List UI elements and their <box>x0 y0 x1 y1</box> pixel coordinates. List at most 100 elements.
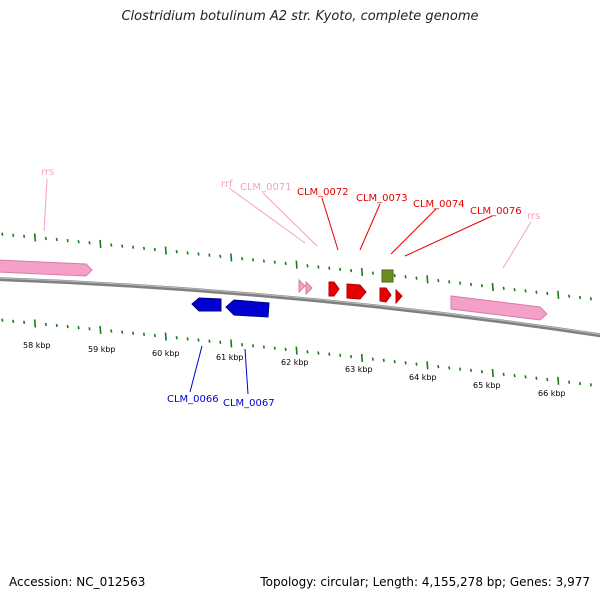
rrf-label: rrf <box>221 179 233 190</box>
scale-label-66: 66 kbp <box>538 389 566 398</box>
outer-tick <box>426 275 429 284</box>
inner-tick <box>360 353 364 362</box>
clm-0076-feature[interactable] <box>395 288 403 305</box>
feature-labels: rrs rrf CLM_0071 CLM_0072 CLM_0073 CLM_0… <box>41 167 540 409</box>
outer-tick <box>273 260 276 264</box>
clm-0074-leader <box>390 208 437 255</box>
inner-tick <box>415 362 418 366</box>
outer-tick <box>568 294 571 298</box>
inner-tick <box>284 347 287 352</box>
inner-tick <box>469 368 473 373</box>
clm-0066-label: CLM_0066 <box>167 394 219 405</box>
feature-shapes <box>0 259 548 321</box>
clm-0072-leader <box>321 197 339 251</box>
rrf-feature[interactable] <box>298 278 306 294</box>
inner-tick <box>317 351 320 355</box>
inner-tick <box>110 329 113 333</box>
inner-tick <box>491 368 494 378</box>
inner-tick <box>404 361 407 365</box>
inner-tick <box>230 339 233 348</box>
outer-tick <box>469 282 473 287</box>
outer-tick <box>546 291 549 296</box>
inner-tick <box>557 376 560 385</box>
rrs-right-label: rrs <box>527 211 540 222</box>
inner-tick <box>77 326 80 330</box>
outer-tick <box>284 261 287 266</box>
outer-tick <box>502 286 505 290</box>
outer-tick-track <box>1 232 592 301</box>
outer-tick <box>197 252 200 256</box>
outer-tick <box>23 234 26 238</box>
clm-0067-leader <box>244 348 249 395</box>
clm-0076-leader <box>404 215 493 257</box>
clm-0073-label: CLM_0073 <box>356 193 408 204</box>
inner-tick <box>66 324 69 329</box>
outer-tick <box>415 276 418 280</box>
inner-tick <box>502 372 505 376</box>
outer-tick <box>55 237 58 242</box>
outer-tick <box>491 282 494 292</box>
clm-0074-feature[interactable] <box>379 287 392 303</box>
rrf-leader <box>228 187 306 244</box>
outer-tick <box>1 232 4 236</box>
inner-tick <box>371 357 374 361</box>
clm-0073-feature[interactable] <box>346 283 367 300</box>
clm-0075-feature[interactable] <box>381 269 394 283</box>
inner-tick <box>99 325 102 334</box>
inner-tick <box>568 380 571 384</box>
inner-tick <box>262 345 265 349</box>
accession-text: Accession: NC_012563 <box>9 575 146 589</box>
scale-label-60: 60 kbp <box>152 349 180 358</box>
inner-tick-track <box>1 318 592 387</box>
inner-tick <box>175 336 178 340</box>
outer-tick <box>153 247 156 252</box>
inner-tick <box>121 330 124 334</box>
outer-tick <box>12 233 15 237</box>
inner-tick <box>55 323 58 328</box>
outer-tick <box>578 295 582 300</box>
inner-tick <box>208 339 211 343</box>
scale-label-63: 63 kbp <box>345 365 373 374</box>
inner-tick <box>12 319 15 323</box>
clm-0071-feature[interactable] <box>305 280 313 296</box>
inner-tick <box>88 327 91 331</box>
outer-tick <box>295 260 298 269</box>
outer-tick <box>230 253 233 262</box>
inner-tick <box>448 366 451 370</box>
inner-tick <box>578 381 582 386</box>
clm-0072-feature[interactable] <box>328 281 340 297</box>
inner-tick <box>535 376 538 380</box>
scale-label-65: 65 kbp <box>473 381 501 390</box>
inner-tick <box>546 377 549 382</box>
outer-tick <box>121 244 124 248</box>
clm-0066-leader <box>189 345 203 393</box>
outer-tick <box>589 297 592 301</box>
clm-0066-feature[interactable] <box>191 297 222 312</box>
outer-tick <box>393 273 396 278</box>
clm-0067-label: CLM_0067 <box>223 398 275 409</box>
inner-tick <box>393 359 396 364</box>
outer-tick <box>33 233 37 242</box>
inner-tick <box>153 333 156 338</box>
inner-tick <box>44 322 47 327</box>
outer-tick <box>251 258 255 262</box>
clm-0067-feature[interactable] <box>225 299 270 318</box>
inner-tick <box>328 352 331 356</box>
rrs-right-feature[interactable] <box>450 295 548 321</box>
genome-title: Clostridium botulinum A2 str. Kyoto, com… <box>121 9 479 24</box>
genome-summary-text: Topology: circular; Length: 4,155,278 bp… <box>260 575 590 589</box>
scale-label-61: 61 kbp <box>216 353 244 362</box>
outer-tick <box>219 254 222 258</box>
rrs-left-feature[interactable] <box>0 259 93 277</box>
outer-tick <box>404 275 407 279</box>
inner-tick <box>142 332 146 336</box>
inner-tick <box>459 367 462 371</box>
inner-tick <box>33 319 37 328</box>
outer-tick <box>371 271 374 275</box>
outer-tick <box>339 267 342 272</box>
outer-tick <box>448 280 451 284</box>
clm-0076-label: CLM_0076 <box>470 206 522 217</box>
inner-tick <box>23 320 26 324</box>
inner-tick <box>164 332 167 341</box>
